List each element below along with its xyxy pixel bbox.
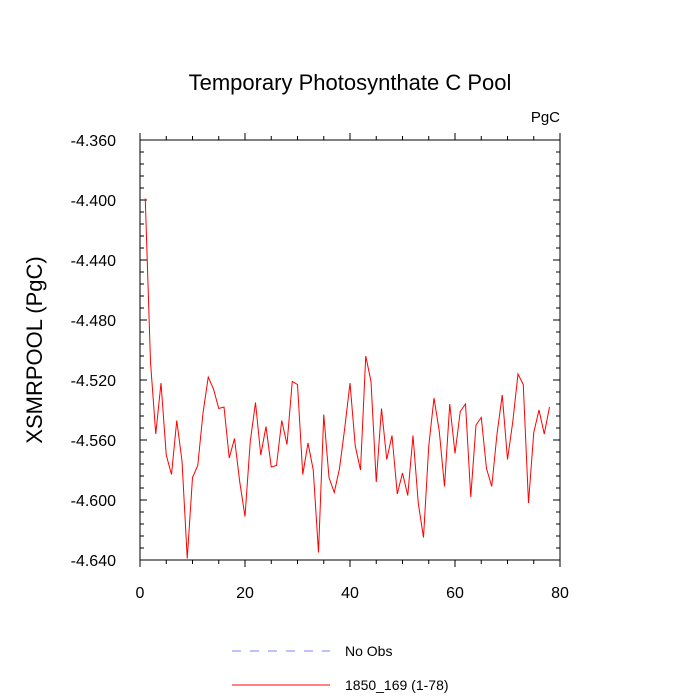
y-tick-label: -4.440 <box>71 253 116 270</box>
y-axis-label: XSMRPOOL (PgC) <box>22 256 47 443</box>
x-tick-label: 40 <box>341 585 359 602</box>
y-tick-label: -4.560 <box>71 433 116 450</box>
legend-label-no-obs: No Obs <box>345 643 392 659</box>
y-tick-label: -4.480 <box>71 313 116 330</box>
x-tick-labels: 0 20 40 60 80 <box>136 585 569 602</box>
axis-ticks <box>139 133 561 567</box>
legend-label-1850-169: 1850_169 (1-78) <box>345 677 449 693</box>
y-tick-label: -4.600 <box>71 493 116 510</box>
x-tick-label: 80 <box>551 585 569 602</box>
y-tick-label: -4.400 <box>71 193 116 210</box>
series-line-1850-169 <box>144 198 550 559</box>
x-tick-label: 0 <box>136 585 145 602</box>
x-tick-label: 20 <box>236 585 254 602</box>
y-tick-label: -4.360 <box>71 133 116 150</box>
y-tick-labels: -4.360 -4.400 -4.440 -4.480 -4.520 -4.560 -4.6… <box>71 133 116 570</box>
plot-frame <box>139 139 561 561</box>
x-tick-label: 60 <box>446 585 464 602</box>
y-tick-label: -4.640 <box>71 553 116 570</box>
units-label: PgC <box>531 109 560 126</box>
chart-title: Temporary Photosynthate C Pool <box>189 70 512 95</box>
y-tick-label: -4.520 <box>71 373 116 390</box>
legend: No Obs 1850_169 (1-78) <box>232 643 449 693</box>
